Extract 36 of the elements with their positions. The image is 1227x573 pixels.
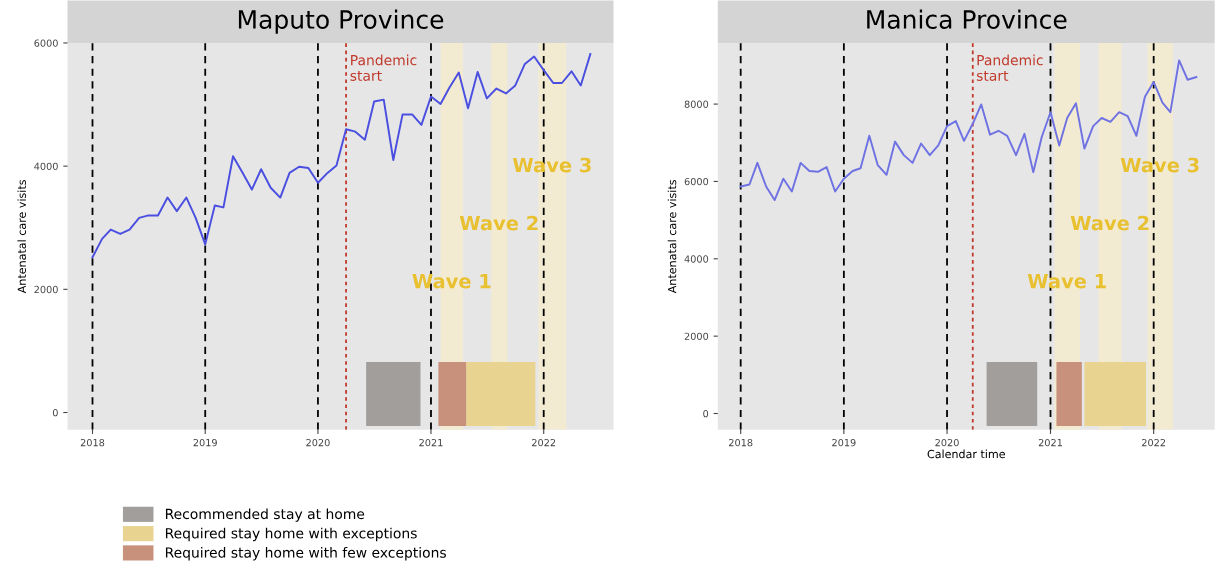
x-tick-label: 2019 (832, 438, 856, 447)
x-tick-label: 2018 (80, 438, 105, 447)
x-tick-label: 2021 (419, 438, 443, 447)
ref-line-label: Pandemic start (976, 54, 1043, 81)
x-tick-label: 2019 (193, 438, 217, 447)
annotation: Wave 1 (1027, 273, 1106, 289)
x-tick-label: 2021 (1038, 438, 1062, 447)
x-tick-label: 2020 (935, 438, 959, 447)
x-axis-title: Calendar time (927, 449, 1005, 459)
annotation: Wave 3 (1120, 157, 1199, 173)
annotation: Wave 2 (1070, 215, 1149, 231)
y-axis-title: Antenatal care visits (667, 180, 677, 294)
y-tick-label: 2000 (34, 285, 58, 294)
chart-title: Manica Province (867, 9, 1067, 29)
annotation: Wave 2 (459, 215, 538, 231)
y-axis-title: Antenatal care visits (17, 180, 27, 294)
y-tick-label: 8000 (684, 100, 709, 108)
y-tick-label: 4000 (34, 162, 58, 170)
x-tick-label: 2020 (306, 438, 330, 447)
line-series (91, 53, 592, 259)
y-tick-label: 6000 (34, 39, 58, 47)
legend-label: Required stay home with exceptions (165, 527, 417, 542)
y-tick-label: 4000 (684, 255, 709, 263)
y-tick-label: 0 (52, 408, 58, 417)
annotation: Wave 3 (512, 157, 591, 173)
x-tick-label: 2022 (1142, 438, 1166, 447)
x-tick-label: 2018 (729, 438, 753, 447)
ref-line-label: Pandemic start (350, 54, 417, 81)
annotation: Wave 1 (412, 273, 491, 289)
legend-label: Recommended stay at home (165, 508, 365, 522)
y-tick-label: 0 (703, 409, 709, 418)
chart-title: Maputo Province (238, 9, 444, 34)
y-tick-label: 2000 (684, 332, 709, 340)
x-tick-label: 2022 (532, 438, 556, 447)
y-tick-label: 6000 (684, 177, 709, 186)
legend-label: Required stay home with few exceptions (165, 547, 446, 561)
